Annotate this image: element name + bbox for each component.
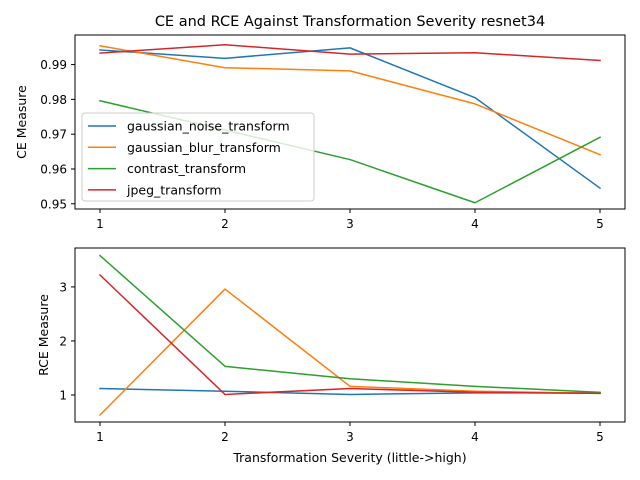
rce-x-tick-label: 3	[346, 430, 354, 444]
ce-x-tick-label: 5	[596, 217, 604, 231]
rce-x-tick-label: 2	[221, 430, 229, 444]
rce-x-tick-label: 4	[471, 430, 479, 444]
rce-x-tick-label: 1	[96, 430, 104, 444]
rce-y-tick-label: 3	[59, 280, 67, 294]
legend-label-contrast_transform: contrast_transform	[127, 161, 246, 176]
x-axis-label: Transformation Severity (little->high)	[232, 450, 466, 465]
ce-x-tick-label: 3	[346, 217, 354, 231]
ce-x-tick-label: 1	[96, 217, 104, 231]
rce-series-line-jpeg_transform	[98, 273, 601, 396]
ce-y-tick-label: 0.99	[40, 58, 67, 72]
ce-y-tick-label: 0.97	[40, 128, 67, 142]
legend-label-gaussian_blur_transform: gaussian_blur_transform	[127, 140, 281, 155]
chart-title: CE and RCE Against Transformation Severi…	[155, 14, 545, 30]
ce-x-tick-label: 4	[471, 217, 479, 231]
rce-panel: 1 2 3 4 5 1 2 3 RCE Measure	[36, 247, 626, 444]
ce-x-tick-label: 2	[221, 217, 229, 231]
ce-y-axis-label: CE Measure	[14, 85, 29, 159]
legend-box	[81, 112, 315, 202]
legend-label-jpeg_transform: jpeg_transform	[126, 182, 222, 197]
ce-series-line-gaussian_noise_transform	[99, 47, 602, 190]
rce-y-tick-label: 1	[59, 388, 67, 402]
rce-y-axis-label: RCE Measure	[36, 294, 51, 376]
rce-x-tick-label: 5	[596, 430, 604, 444]
ce-y-tick-label: 0.96	[40, 162, 67, 176]
rce-y-tick-label: 2	[59, 334, 67, 348]
legend: gaussian_noise_transform gaussian_blur_tr…	[81, 112, 315, 202]
ce-series-line-gaussian_blur_transform	[99, 44, 601, 156]
rce-series-line-gaussian_blur_transform	[98, 288, 601, 417]
ce-y-tick-label: 0.98	[40, 93, 67, 107]
legend-label-gaussian_noise_transform: gaussian_noise_transform	[127, 119, 290, 134]
rce-series-line-contrast_transform	[98, 254, 601, 394]
rce-axes-frame	[74, 247, 626, 423]
ce-series-line-jpeg_transform	[99, 43, 601, 62]
ce-y-tick-label: 0.95	[40, 197, 67, 211]
ce-panel: 1 2 3 4 5 0.95 0.96 0.97 0.98 0.99 CE Measure gauss…	[14, 34, 626, 231]
